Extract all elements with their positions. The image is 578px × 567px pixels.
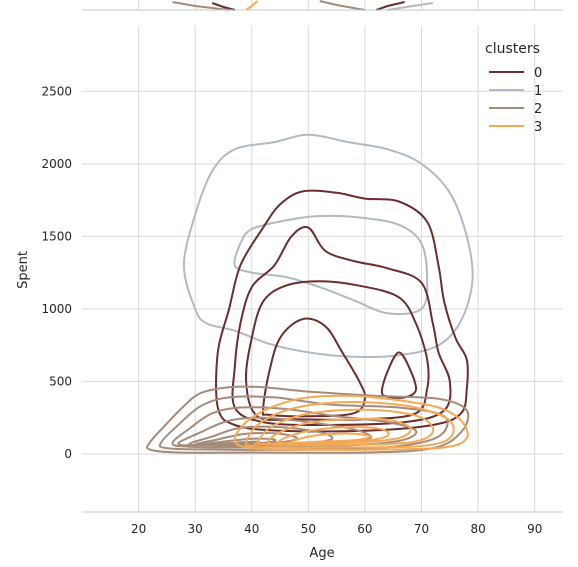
series-3-contours: [233, 394, 469, 451]
contour-series-1-level-0: [182, 133, 474, 359]
top-partial-contour-0: [211, 2, 236, 11]
contour-series-3-level-5: [289, 432, 372, 444]
y-tick-label-1: 500: [49, 374, 72, 388]
contour-series-0-level-4: [380, 351, 418, 399]
y-tick-label-5: 2500: [41, 84, 72, 98]
contour-layer: [146, 133, 474, 454]
y-axis-title: Spent: [16, 251, 31, 289]
contour-series-3-level-2: [253, 408, 435, 447]
top-partial-contour-2: [245, 0, 259, 11]
contour-series-2-level-0: [146, 385, 470, 454]
x-tick-labels: 20 30 40 50 60 70 80 90: [131, 522, 542, 536]
contour-series-0-level-3: [261, 317, 367, 418]
legend-label-0: 0: [534, 66, 542, 81]
contour-series-2-level-3: [177, 416, 373, 447]
series-1-contours: [182, 133, 474, 359]
top-partial-contour-5: [387, 2, 433, 11]
series-0-contours: [215, 189, 469, 433]
contour-series-0-level-2: [244, 280, 430, 421]
contour-series-3-level-1: [244, 401, 455, 449]
top-partial-contours: [172, 0, 433, 11]
y-tick-label-2: 1000: [41, 302, 72, 316]
y-tick-label-4: 2000: [41, 157, 72, 171]
x-tick-label-7: 90: [527, 522, 542, 536]
grid: [82, 0, 563, 512]
contour-series-1-level-1: [233, 214, 429, 315]
contour-series-0-level-1: [231, 226, 452, 426]
legend-label-1: 1: [534, 84, 542, 99]
x-tick-label-5: 70: [414, 522, 429, 536]
x-tick-label-0: 20: [131, 522, 146, 536]
contour-series-3-level-0: [233, 394, 469, 451]
y-tick-label-3: 1500: [41, 229, 72, 243]
legend: clusters 0 1 2 3: [485, 41, 542, 135]
top-partial-contour-4: [319, 0, 366, 11]
x-tick-label-1: 30: [188, 522, 203, 536]
legend-label-3: 3: [534, 120, 542, 135]
y-tick-labels: 0 500 1000 1500 2000 2500: [41, 84, 72, 461]
x-axis-title: Age: [309, 546, 334, 561]
legend-label-2: 2: [534, 102, 542, 117]
y-tick-label-0: 0: [64, 447, 72, 461]
x-tick-label-3: 50: [301, 522, 316, 536]
x-tick-label-6: 80: [470, 522, 485, 536]
legend-title: clusters: [485, 41, 540, 57]
top-partial-contour-1: [172, 1, 230, 11]
x-tick-label-4: 60: [357, 522, 372, 536]
x-tick-label-2: 40: [244, 522, 259, 536]
top-partial-contour-3: [375, 1, 405, 11]
